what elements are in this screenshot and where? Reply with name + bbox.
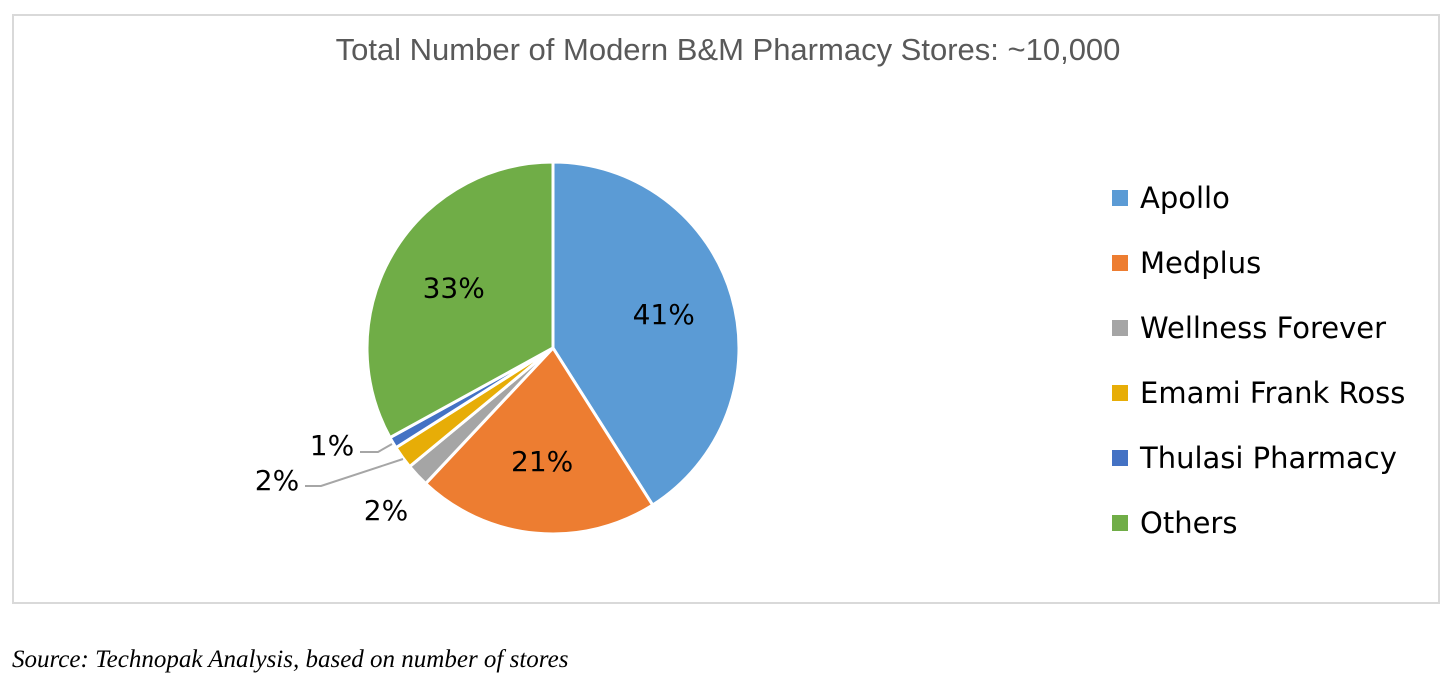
source-note: Source: Technopak Analysis, based on num… — [12, 646, 569, 673]
legend-item: Thulasi Pharmacy — [1112, 425, 1405, 490]
chart-legend: Apollo Medplus Wellness Forever Emami Frank… — [1112, 165, 1405, 555]
data-label: 33% — [423, 271, 485, 304]
leader-line — [360, 443, 393, 453]
legend-label: Thulasi Pharmacy — [1140, 440, 1397, 475]
leader-line — [305, 458, 404, 487]
legend-swatch — [1112, 384, 1128, 401]
legend-label: Emami Frank Ross — [1140, 375, 1406, 410]
data-label: 2% — [364, 494, 408, 527]
legend-item: Apollo — [1112, 165, 1405, 230]
legend-swatch — [1112, 189, 1128, 206]
legend-label: Others — [1140, 505, 1238, 540]
legend-swatch — [1112, 319, 1128, 336]
data-label: 41% — [633, 298, 695, 331]
data-label: 2% — [255, 464, 299, 497]
legend-swatch — [1112, 254, 1128, 271]
legend-label: Medplus — [1140, 245, 1262, 280]
chart-title: Total Number of Modern B&M Pharmacy Stor… — [335, 32, 1121, 67]
legend-item: Emami Frank Ross — [1112, 360, 1405, 425]
pie-slice-others — [365, 160, 555, 440]
legend-item: Wellness Forever — [1112, 295, 1405, 360]
legend-item: Others — [1112, 490, 1405, 555]
legend-swatch — [1112, 449, 1128, 466]
legend-label: Apollo — [1140, 180, 1230, 215]
legend-swatch — [1112, 514, 1128, 531]
data-label: 21% — [511, 445, 573, 478]
legend-label: Wellness Forever — [1140, 310, 1387, 345]
data-label: 1% — [310, 429, 354, 462]
pie-slice-medplus — [423, 345, 655, 536]
legend-item: Medplus — [1112, 230, 1405, 295]
